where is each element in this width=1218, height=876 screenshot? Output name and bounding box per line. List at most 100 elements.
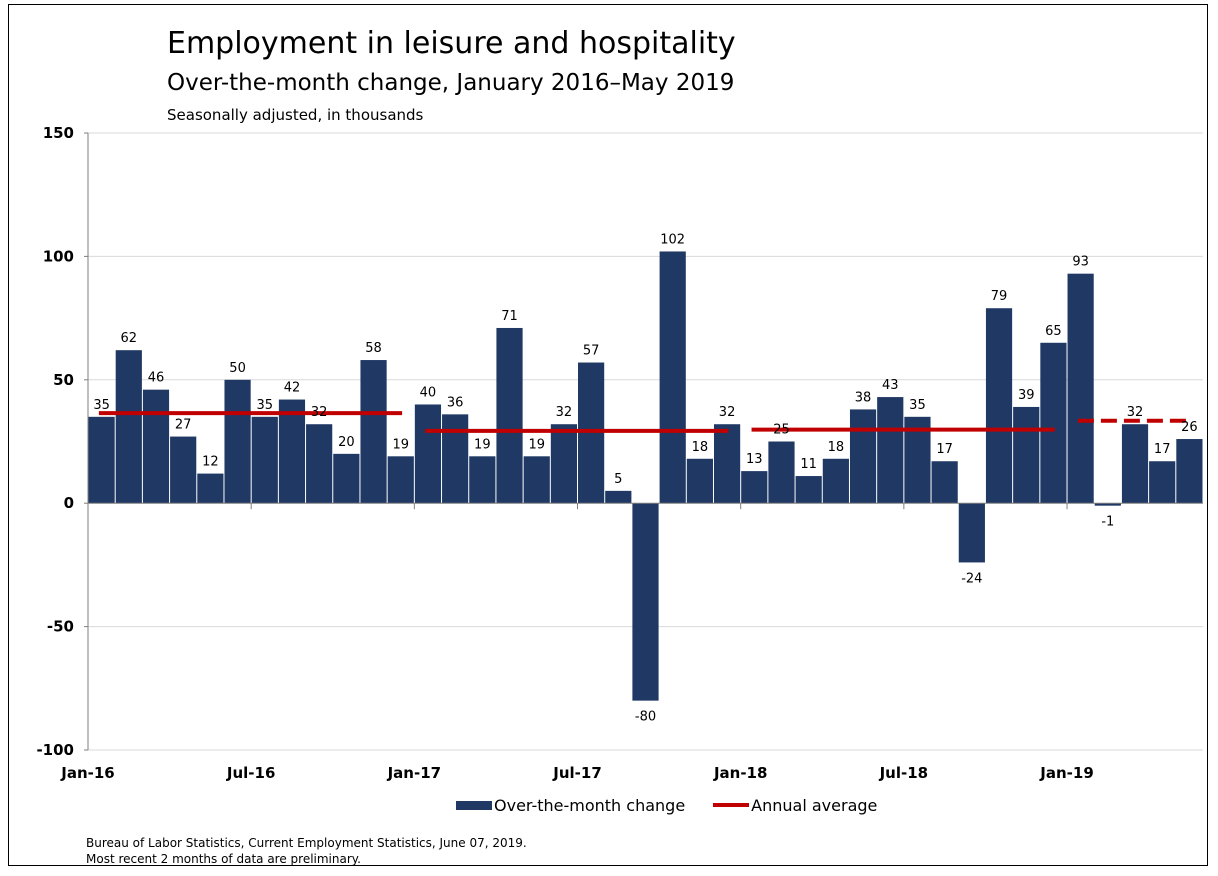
bar-value-label: 5: [614, 472, 622, 487]
y-tick-label: -100: [36, 741, 74, 759]
bar-Oct-16: [333, 453, 360, 504]
bar-value-label: 13: [746, 452, 763, 467]
bar-value-label: 46: [148, 371, 165, 386]
bar-value-label: 65: [1045, 324, 1062, 339]
bar-value-label: 58: [365, 341, 382, 356]
bar-Jul-16: [251, 416, 278, 504]
bar-value-label: 18: [828, 440, 845, 455]
y-tick-label: -50: [47, 618, 74, 636]
x-tick-label: Jul-17: [552, 764, 602, 782]
bar-Mar-16: [142, 389, 170, 504]
bar-value-label: -24: [961, 571, 982, 586]
bar-Oct-17: [659, 251, 686, 504]
bar-Feb-18: [768, 441, 795, 504]
bar-value-label: 32: [311, 405, 328, 420]
bar-May-19: [1176, 439, 1203, 504]
footnote-preliminary: Most recent 2 months of data are prelimi…: [86, 852, 361, 866]
bar-Dec-16: [387, 456, 414, 504]
legend-bar-label: Over-the-month change: [494, 795, 686, 815]
bar-value-label: 50: [229, 361, 246, 376]
bar-Jan-17: [414, 404, 442, 504]
bar-Aug-18: [931, 461, 958, 504]
bar-Apr-19: [1149, 461, 1176, 504]
bar-Feb-17: [442, 414, 469, 504]
bar-Apr-18: [822, 458, 849, 504]
chart-title: Employment in leisure and hospitality: [167, 26, 736, 61]
bar-value-label: 32: [556, 405, 573, 420]
bar-value-label: 102: [660, 232, 685, 247]
footnote-source: Bureau of Labor Statistics, Current Empl…: [86, 836, 527, 850]
bar-value-label: 19: [392, 437, 409, 452]
bar-value-label: 12: [202, 455, 219, 470]
bar-value-label: 25: [773, 423, 790, 438]
annual-average-lines: [98, 411, 1191, 433]
bar-value-label: -1: [1101, 515, 1114, 530]
bar-Dec-17: [713, 424, 741, 504]
bar-Nov-16: [360, 360, 387, 504]
y-tick-label: 150: [43, 124, 74, 142]
bar-value-label: 19: [528, 437, 545, 452]
bar-value-label: 36: [447, 395, 464, 410]
bar-value-label: 32: [719, 405, 736, 420]
bar-Feb-16: [115, 350, 142, 504]
legend-line-label: Annual average: [751, 795, 878, 815]
bar-Sep-17: [632, 503, 659, 701]
legend-bar-swatch: [456, 800, 492, 810]
bar-Mar-19: [1121, 424, 1149, 504]
bar-Mar-18: [795, 476, 822, 504]
data-labels: 35 62 46 27 12 50 35 42 32 20 58 19 40 36 19 71 19 32 57 5 -…: [93, 232, 1197, 724]
bar-Jun-17: [550, 424, 578, 504]
x-tick-label: Jan-16: [60, 764, 114, 782]
bar-value-label: 19: [474, 437, 491, 452]
bar-Aug-17: [605, 490, 632, 504]
bar-Mar-17: [469, 456, 496, 504]
bar-value-label: 57: [583, 344, 600, 359]
bar-value-label: 62: [121, 331, 138, 346]
y-tick-label: 0: [64, 494, 74, 512]
bar-Oct-18: [985, 308, 1013, 504]
bar-May-18: [849, 409, 877, 504]
bar-value-label: 17: [936, 442, 953, 457]
bar-Nov-17: [686, 458, 713, 504]
bar-value-label: -80: [635, 710, 656, 725]
bar-value-label: 39: [1018, 388, 1035, 403]
bar-May-16: [197, 473, 224, 504]
bar-Sep-18: [958, 503, 985, 563]
y-tick-label: 50: [53, 371, 74, 389]
bar-Nov-18: [1013, 406, 1040, 504]
bar-value-label: 42: [284, 381, 301, 396]
bar-Jun-16: [224, 379, 251, 504]
bar-value-label: 32: [1127, 405, 1144, 420]
bar-Jan-19: [1067, 273, 1094, 504]
x-tick-label: Jan-19: [1039, 764, 1093, 782]
bar-value-label: 35: [93, 398, 110, 413]
chart-subtitle: Over-the-month change, January 2016–May …: [167, 70, 735, 96]
bar-value-label: 11: [800, 457, 817, 472]
bar-value-label: 79: [991, 289, 1008, 304]
bar-value-label: 40: [420, 385, 437, 400]
bars: [88, 251, 1203, 701]
bar-Aug-16: [278, 399, 306, 504]
bar-Jun-18: [877, 397, 904, 504]
bar-Jan-16: [88, 416, 115, 504]
y-tick-label: 100: [43, 247, 74, 265]
legend: Over-the-month change Annual average: [456, 794, 877, 816]
bar-Jan-18: [741, 471, 768, 504]
bar-value-label: 93: [1072, 255, 1089, 270]
bar-Sep-16: [306, 424, 333, 504]
bar-value-label: 35: [909, 398, 926, 413]
axes: -100 -50 0 50 100 150 Jan-16 Jul-16 Jan-17 Jul-17…: [36, 124, 1203, 782]
bar-value-label: 71: [501, 309, 518, 324]
bar-value-label: 20: [338, 435, 355, 450]
bar-Dec-18: [1040, 342, 1067, 504]
bar-value-label: 27: [175, 418, 192, 433]
bar-Feb-19: [1094, 503, 1121, 506]
legend-line-swatch: [713, 803, 750, 807]
x-tick-label: Jan-18: [713, 764, 767, 782]
x-tick-label: Jul-16: [226, 764, 276, 782]
bar-value-label: 18: [692, 440, 709, 455]
bar-Apr-16: [170, 436, 197, 504]
bar-Apr-17: [496, 327, 523, 504]
bar-May-17: [523, 456, 550, 504]
